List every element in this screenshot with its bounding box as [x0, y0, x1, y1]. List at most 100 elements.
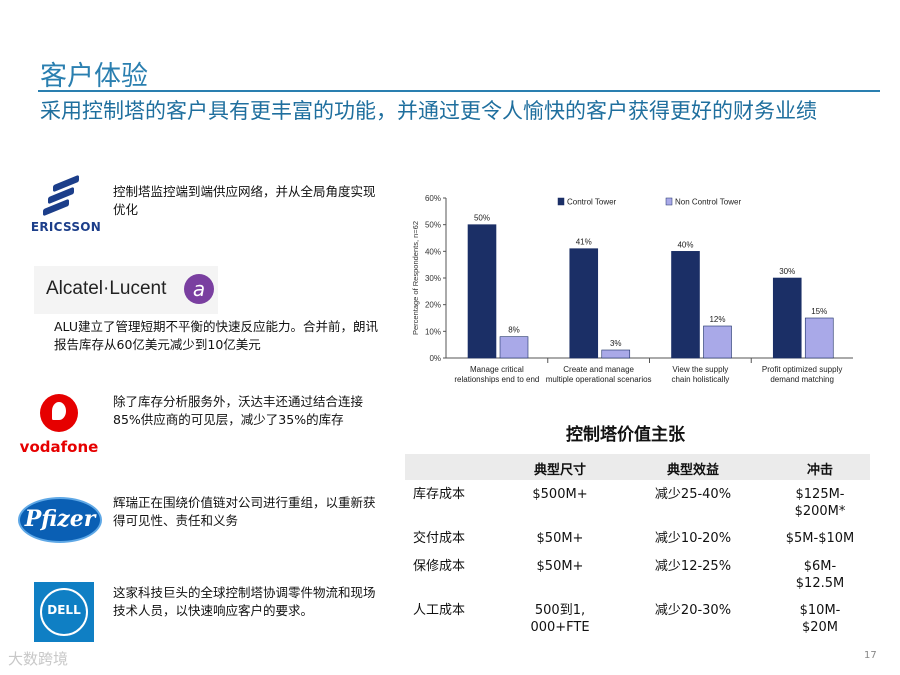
vodafone-logo: vodafone: [16, 394, 102, 462]
cell-typical-size: $500M+: [505, 486, 615, 503]
page-title: 客户体验: [40, 61, 148, 92]
alcatel-lucent-logo: Alcatel·Lucent a: [34, 266, 218, 314]
cell-line: 500到1,: [534, 603, 586, 618]
case-text-pfizer: 辉瑞正在围绕价值链对公司进行重组，以重新获得可见性、责任和义务: [113, 495, 376, 528]
cell-cost-type: 交付成本: [413, 530, 503, 547]
cell-line: $5M-$10M: [785, 531, 855, 546]
bar-non-control-tower: [703, 325, 732, 359]
cell-typical-benefit: 减少12-25%: [633, 558, 753, 575]
cell-cost-type: 库存成本: [413, 486, 503, 503]
y-axis-label: Percentage of Respondents, n=62: [411, 221, 420, 335]
y-tick-label: 0%: [429, 354, 441, 363]
legend-label: Non Control Tower: [675, 198, 741, 207]
x-category-label: multiple operational scenarios: [546, 375, 652, 384]
bar-data-label: 12%: [709, 315, 725, 324]
survey-bar-chart: 0% 10% 20% 30% 40% 50% 60% Percentage of Respon…: [411, 194, 853, 384]
dell-ring-icon: [40, 588, 88, 636]
alcatel-lucent-logo-text: Alcatel·Lucent: [46, 278, 167, 299]
cell-impact: $10M- $20M: [770, 602, 870, 636]
cell-line: 人工成本: [413, 603, 466, 618]
cell-line: $50M+: [536, 559, 584, 574]
table-header-benefit: 典型效益: [666, 463, 719, 478]
pfizer-oval-icon: [18, 497, 102, 543]
vodafone-speechmark-inner: [52, 402, 66, 420]
cell-typical-size: 500到1, 000+FTE: [505, 602, 615, 636]
ericsson-logo: ERICSSON: [28, 172, 104, 236]
cell-cost-type: 保修成本: [413, 558, 503, 575]
cell-line: $500M+: [532, 487, 588, 502]
cell-line: $200M*: [794, 504, 846, 519]
cell-line: 交付成本: [413, 531, 466, 546]
case-text-alcatel-lucent: ALU建立了管理短期不平衡的快速反应能力。合并前，朗讯报告库存从60亿美元减少到…: [54, 319, 379, 352]
bar-control-tower: [467, 224, 497, 359]
cell-typical-size: $50M+: [505, 558, 615, 575]
y-tick-label: 20%: [425, 301, 441, 310]
cell-line: 减少25-40%: [654, 487, 732, 502]
alcatel-lucent-a-icon: a: [184, 274, 214, 304]
bar-data-label: 40%: [677, 240, 693, 249]
x-category-label: Profit optimized supply: [762, 365, 842, 374]
cell-line: $12.5M: [795, 576, 845, 591]
bar-non-control-tower: [499, 336, 529, 359]
bar-data-label: 41%: [576, 238, 592, 247]
title-divider: [38, 90, 880, 92]
bar-data-label: 50%: [474, 214, 490, 223]
cell-typical-benefit: 减少20-30%: [633, 602, 753, 619]
case-text-dell: 这家科技巨头的全球控制塔协调零件物流和现场技术人员，以快速响应客户的要求。: [113, 585, 376, 618]
cell-line: 库存成本: [413, 487, 466, 502]
cell-line: $125M-: [795, 487, 845, 502]
cell-line: 减少12-25%: [654, 559, 732, 574]
bar-data-label: 3%: [610, 339, 622, 348]
cell-line: 000+FTE: [530, 620, 590, 635]
bar-control-tower: [671, 251, 700, 359]
x-category-label: relationships end to end: [454, 375, 539, 384]
x-category-label: demand matching: [770, 375, 834, 384]
page-number: 17: [864, 650, 877, 661]
table-header-row: 典型尺寸 典型效益 冲击: [405, 454, 870, 480]
x-category-label: View the supply: [672, 365, 728, 374]
value-table-title: 控制塔价值主张: [566, 425, 685, 445]
cell-impact: $5M-$10M: [770, 530, 870, 547]
table-header-size: 典型尺寸: [533, 463, 586, 478]
y-tick-label: 50%: [425, 221, 441, 230]
dell-logo: DELL: [34, 582, 94, 642]
table-header-impact: 冲击: [806, 463, 833, 478]
cell-cost-type: 人工成本: [413, 602, 503, 619]
cell-line: $20M: [801, 620, 839, 635]
bar-data-label: 30%: [779, 267, 795, 276]
vodafone-logo-text: vodafone: [19, 438, 99, 456]
bar-data-label: 8%: [508, 326, 520, 335]
cell-line: $6M-: [803, 559, 837, 574]
table-body: 库存成本 $500M+ 减少25-40% $125M- $200M* 交付成本 $50M+ 减…: [405, 480, 870, 644]
y-tick-label: 30%: [425, 274, 441, 283]
cell-typical-size: $50M+: [505, 530, 615, 547]
page-subtitle: 采用控制塔的客户具有更丰富的功能，并通过更令人愉快的客户获得更好的财务业绩: [40, 99, 817, 123]
legend-swatch: [665, 197, 673, 206]
y-tick-label: 60%: [425, 194, 441, 203]
table-row: 保修成本 $50M+ 减少12-25% $6M- $12.5M: [405, 552, 870, 596]
cell-line: 减少10-20%: [654, 531, 732, 546]
bar-control-tower: [772, 277, 802, 359]
legend-label: Control Tower: [567, 198, 617, 207]
bar-data-label: 15%: [811, 307, 827, 316]
pfizer-logo-text: Pfizer: [24, 506, 96, 532]
x-category-label: Create and manage: [563, 365, 634, 374]
cell-typical-benefit: 减少25-40%: [633, 486, 753, 503]
cell-typical-benefit: 减少10-20%: [633, 530, 753, 547]
bar-control-tower: [569, 248, 599, 359]
table-row: 库存成本 $500M+ 减少25-40% $125M- $200M*: [405, 480, 870, 524]
y-tick-label: 40%: [425, 247, 441, 256]
pfizer-logo: Pfizer: [18, 497, 104, 545]
watermark-text: 大数跨境: [8, 650, 69, 668]
value-proposition-table: 典型尺寸 典型效益 冲击 库存成本 $500M+ 减少25-40% $125M- $20…: [405, 454, 870, 644]
case-text-ericsson: 控制塔监控端到端供应网络，并从全局角度实现优化: [113, 184, 376, 217]
cell-impact: $125M- $200M*: [770, 486, 870, 520]
ericsson-logo-bar: [43, 198, 69, 217]
bar-non-control-tower: [601, 349, 631, 359]
x-category-label: chain holistically: [671, 375, 729, 384]
x-category-label: Manage critical: [470, 365, 524, 374]
cell-line: $50M+: [536, 531, 584, 546]
cell-impact: $6M- $12.5M: [770, 558, 870, 592]
y-tick-label: 10%: [425, 327, 441, 336]
ericsson-logo-text: ERICSSON: [30, 220, 102, 234]
